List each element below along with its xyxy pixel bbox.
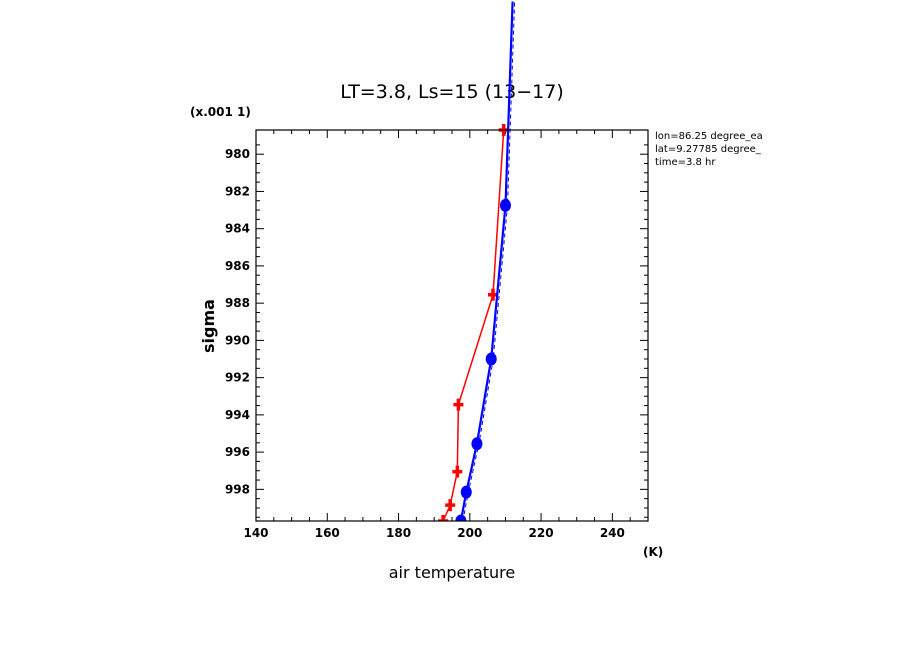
- y-tick-label: 992: [225, 371, 250, 385]
- y-tick-label: 982: [225, 184, 250, 198]
- y-tick-label: 980: [225, 147, 250, 161]
- y-tick-label: 994: [225, 408, 250, 422]
- series-1-line-dashed: [462, 1, 516, 521]
- y-tick-label: 990: [225, 333, 250, 347]
- y-tick-label: 998: [225, 482, 250, 496]
- x-tick-label: 140: [243, 526, 268, 540]
- series-0-point: [452, 465, 463, 478]
- x-tick-label: 200: [457, 526, 482, 540]
- series-0-point: [438, 515, 449, 521]
- series-1-point: [455, 514, 467, 521]
- y-tick-label: 988: [225, 296, 250, 310]
- annotation-time: time=3.8 hr: [655, 157, 716, 168]
- x-tick-label: 180: [386, 526, 411, 540]
- plot-frame: [255, 129, 649, 522]
- y-tick-label: 996: [225, 445, 250, 459]
- y-tick-label: 986: [225, 259, 250, 273]
- x-tick-label: 160: [315, 526, 340, 540]
- axis-ticks: 140 160 180 200 220 240 980 982 984 986 988 990 992 9…: [225, 130, 649, 540]
- series-1-point: [499, 198, 511, 212]
- x-axis-title: air temperature: [389, 563, 515, 582]
- x-axis-unit: (K): [643, 545, 663, 559]
- y-scale-note: (x.001 1): [190, 105, 251, 119]
- chart-title: LT=3.8, Ls=15 (13−17): [340, 81, 564, 103]
- series-0-point: [445, 499, 456, 512]
- y-tick-label: 984: [225, 222, 250, 236]
- annotation-lon: lon=86.25 degree_ea: [655, 131, 763, 142]
- annotation-lat: lat=9.27785 degree_: [655, 144, 762, 155]
- series-1-point: [485, 352, 497, 366]
- x-tick-label: 240: [600, 526, 625, 540]
- x-tick-label: 220: [529, 526, 554, 540]
- series-1-line: [459, 1, 514, 521]
- series-1-point: [471, 437, 483, 451]
- y-axis-title: sigma: [199, 299, 218, 353]
- series-1-point: [460, 485, 472, 499]
- series-0-point: [453, 398, 464, 411]
